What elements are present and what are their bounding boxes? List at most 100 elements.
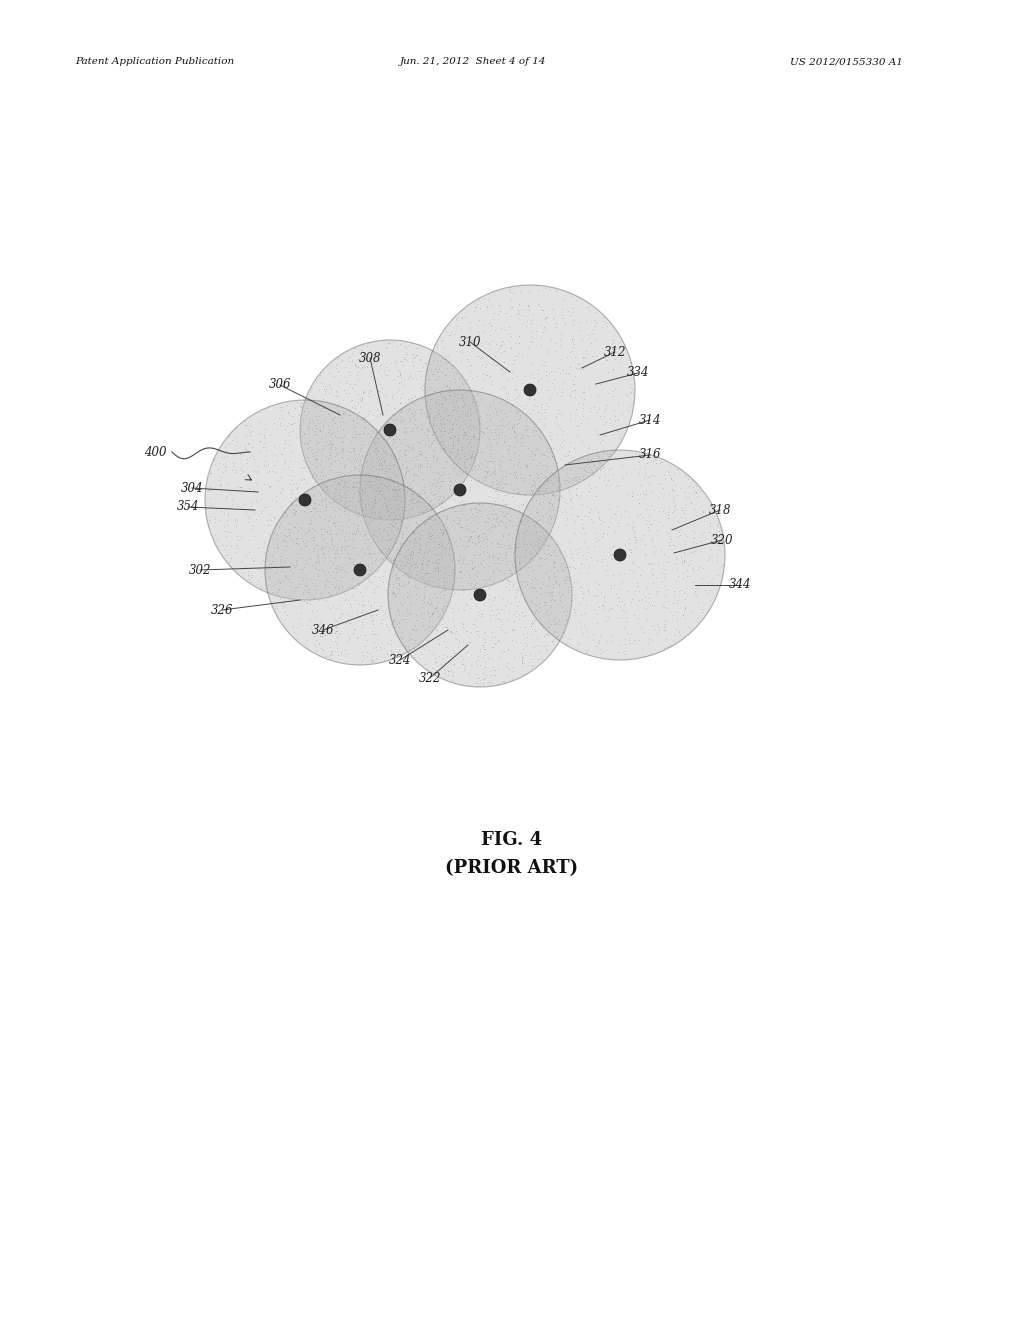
- Point: [499, 388, 515, 409]
- Point: [359, 474, 376, 495]
- Point: [609, 477, 626, 498]
- Point: [541, 566, 557, 587]
- Point: [447, 363, 464, 384]
- Point: [644, 631, 660, 652]
- Point: [504, 630, 520, 651]
- Point: [430, 488, 446, 510]
- Point: [281, 519, 297, 540]
- Point: [305, 519, 322, 540]
- Point: [261, 553, 278, 574]
- Point: [275, 602, 292, 623]
- Point: [436, 348, 453, 370]
- Point: [490, 659, 507, 680]
- Point: [412, 444, 428, 465]
- Point: [331, 556, 347, 577]
- Point: [422, 566, 438, 587]
- Point: [537, 479, 553, 500]
- Point: [548, 572, 564, 593]
- Point: [427, 437, 443, 458]
- Point: [498, 517, 514, 539]
- Point: [373, 495, 389, 516]
- Text: 304: 304: [181, 482, 203, 495]
- Point: [422, 523, 438, 544]
- Point: [397, 601, 414, 622]
- Point: [283, 572, 299, 593]
- Point: [552, 363, 568, 384]
- Point: [403, 478, 420, 499]
- Point: [364, 572, 380, 593]
- Point: [524, 444, 541, 465]
- Point: [488, 477, 505, 498]
- Point: [407, 532, 423, 553]
- Point: [304, 409, 321, 430]
- Point: [313, 585, 330, 606]
- Point: [673, 579, 689, 601]
- Point: [495, 477, 511, 498]
- Point: [580, 579, 596, 601]
- Point: [345, 528, 361, 549]
- Point: [380, 459, 396, 480]
- Point: [667, 474, 683, 495]
- Point: [420, 593, 436, 614]
- Point: [349, 480, 366, 502]
- Point: [674, 553, 690, 574]
- Point: [332, 404, 348, 425]
- Point: [437, 557, 454, 578]
- Point: [385, 508, 401, 529]
- Point: [376, 487, 392, 508]
- Point: [496, 425, 512, 446]
- Point: [559, 346, 575, 367]
- Point: [679, 560, 695, 581]
- Point: [441, 454, 458, 475]
- Point: [655, 614, 672, 635]
- Point: [546, 590, 562, 611]
- Point: [677, 524, 693, 545]
- Point: [494, 399, 510, 420]
- Point: [346, 397, 362, 418]
- Point: [541, 499, 557, 520]
- Point: [398, 553, 415, 574]
- Point: [419, 392, 435, 413]
- Point: [406, 619, 422, 640]
- Point: [431, 612, 447, 634]
- Point: [549, 453, 565, 474]
- Point: [452, 465, 468, 486]
- Point: [454, 366, 470, 387]
- Point: [536, 401, 552, 422]
- Point: [383, 520, 399, 541]
- Point: [480, 486, 497, 507]
- Point: [352, 524, 369, 545]
- Point: [468, 564, 484, 585]
- Point: [489, 546, 506, 568]
- Point: [355, 379, 372, 400]
- Text: US 2012/0155330 A1: US 2012/0155330 A1: [790, 58, 903, 66]
- Point: [605, 441, 622, 462]
- Point: [465, 392, 481, 413]
- Point: [447, 413, 464, 434]
- Point: [329, 396, 345, 417]
- Point: [433, 432, 450, 453]
- Point: [513, 647, 529, 668]
- Point: [298, 486, 314, 507]
- Point: [501, 524, 517, 545]
- Point: [387, 412, 403, 433]
- Point: [397, 445, 414, 466]
- Point: [554, 458, 570, 479]
- Point: [475, 569, 492, 590]
- Point: [301, 500, 317, 521]
- Point: [452, 548, 468, 569]
- Point: [494, 414, 510, 436]
- Point: [436, 420, 453, 441]
- Point: [398, 500, 415, 521]
- Point: [275, 550, 292, 572]
- Point: [550, 414, 566, 436]
- Point: [429, 360, 445, 381]
- Point: [460, 350, 476, 371]
- Point: [640, 552, 656, 573]
- Point: [341, 612, 357, 634]
- Point: [469, 428, 485, 449]
- Point: [355, 500, 372, 521]
- Point: [476, 636, 493, 657]
- Point: [501, 574, 517, 595]
- Point: [359, 556, 376, 577]
